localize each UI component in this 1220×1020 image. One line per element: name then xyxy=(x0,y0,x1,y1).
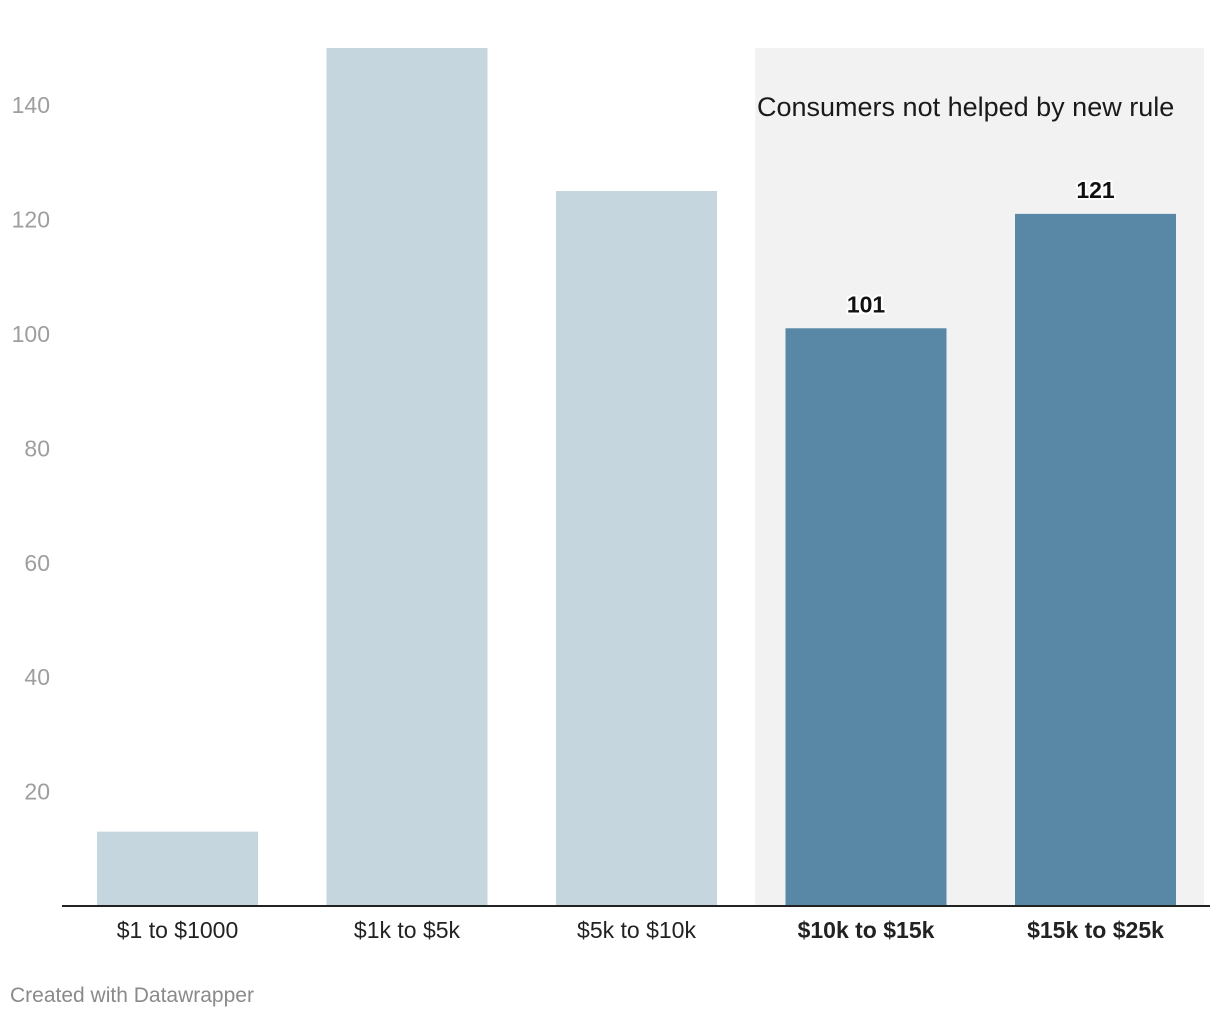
y-tick-label: 20 xyxy=(24,779,50,805)
y-tick-label: 120 xyxy=(12,207,50,233)
y-tick-label: 60 xyxy=(24,550,50,576)
annotation-text: Consumers not helped by new rule xyxy=(757,92,1174,122)
credit-text: Created with Datawrapper xyxy=(10,984,254,1007)
data-label: 121 xyxy=(1076,177,1115,203)
bar xyxy=(1015,213,1176,906)
bar xyxy=(785,328,947,906)
y-tick-label: 40 xyxy=(24,664,50,690)
x-tick-label: $1 to $1000 xyxy=(117,917,239,943)
y-tick-label: 100 xyxy=(12,321,50,347)
bar xyxy=(326,48,488,906)
y-tick-label: 80 xyxy=(24,435,50,461)
x-tick-label: $1k to $5k xyxy=(354,917,461,943)
bar xyxy=(556,191,717,906)
y-tick-label: 140 xyxy=(12,92,50,118)
bar xyxy=(97,831,258,906)
data-label: 101 xyxy=(847,291,886,317)
x-tick-label: $15k to $25k xyxy=(1027,917,1164,943)
x-tick-label: $5k to $10k xyxy=(577,917,696,943)
x-tick-label: $10k to $15k xyxy=(798,917,935,943)
